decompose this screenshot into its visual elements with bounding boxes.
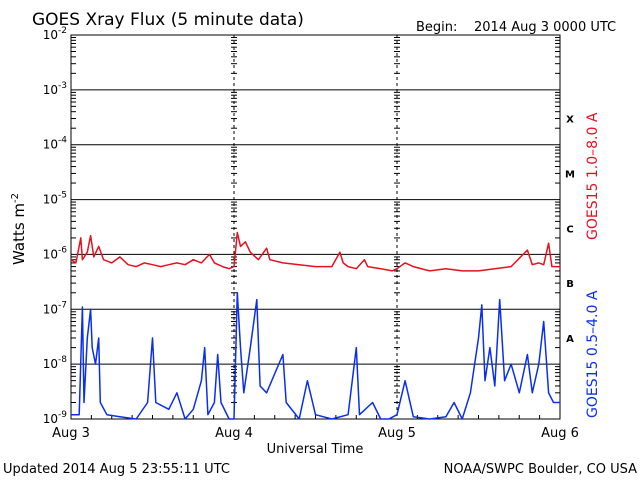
legend-series-blue: GOES15 0.5–4.0 A [585, 290, 601, 418]
plot-area [70, 34, 561, 420]
begin-label: Begin: [416, 20, 457, 35]
begin-value: 2014 Aug 3 0000 UTC [474, 20, 616, 35]
y-tick-label: 10-6 [43, 245, 68, 261]
minor-ticks [71, 37, 560, 403]
flare-class-label: M [565, 169, 575, 180]
series-line-long-wavelength [70, 231, 560, 272]
series-line-short-wavelength [71, 292, 560, 420]
grid-layer [71, 89, 560, 365]
flare-class-labels: X M C B A [565, 115, 575, 345]
y-axis-label: Watts m-2 [10, 193, 28, 265]
x-tick-label: Aug 3 [52, 426, 90, 441]
credit-text: NOAA/SWPC Boulder, CO USA [444, 462, 637, 477]
x-tick-labels: Aug 3 Aug 4 Aug 5 Aug 6 [52, 426, 579, 441]
series-layer [70, 231, 560, 420]
legend-series-red: GOES15 1.0–8.0 A [585, 112, 601, 240]
y-tick-labels: 10-9 10-8 10-7 10-6 10-5 10-4 10-3 10-2 [43, 26, 68, 426]
y-tick-label: 10-2 [43, 26, 67, 42]
x-tick-label: Aug 6 [541, 426, 579, 441]
flare-class-label: A [566, 334, 574, 345]
x-tick-label: Aug 5 [378, 426, 416, 441]
flare-class-label: B [566, 279, 574, 290]
y-tick-label: 10-8 [43, 355, 68, 371]
x-axis-label: Universal Time [267, 442, 364, 457]
y-tick-label: 10-4 [43, 136, 68, 152]
updated-timestamp: Updated 2014 Aug 5 23:55:11 UTC [3, 462, 230, 477]
day-dividers [90, 35, 541, 419]
y-tick-label: 10-7 [43, 300, 67, 316]
y-tick-label: 10-5 [43, 191, 67, 207]
chart-title: GOES Xray Flux (5 minute data) [32, 10, 304, 30]
x-tick-label: Aug 4 [215, 426, 253, 441]
y-tick-label: 10-3 [43, 81, 67, 97]
y-tick-label: 10-9 [43, 410, 68, 426]
flare-class-label: C [566, 224, 573, 235]
flare-class-label: X [566, 115, 574, 126]
